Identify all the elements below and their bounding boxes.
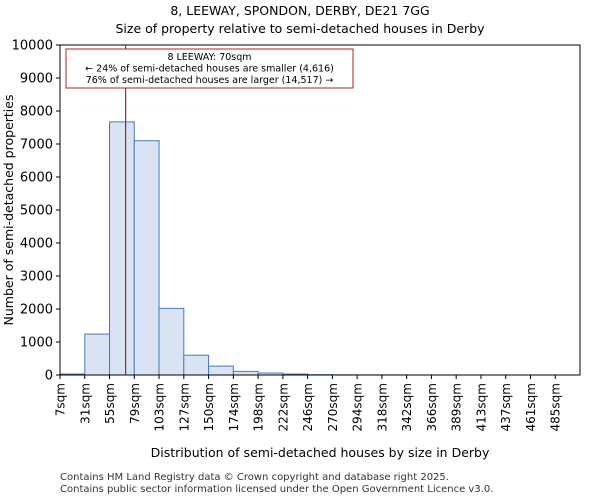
y-tick-label: 4000 <box>20 237 53 252</box>
y-tick-label: 0 <box>45 369 53 384</box>
x-tick-label: 198sqm <box>252 383 266 431</box>
y-tick-label: 6000 <box>20 171 53 186</box>
y-axis-label: Number of semi-detached properties <box>1 95 16 326</box>
annotation-box <box>65 48 354 89</box>
histogram-bar <box>133 140 160 376</box>
x-tick-label: 150sqm <box>202 383 216 431</box>
x-tick-label: 174sqm <box>227 383 241 431</box>
x-tick-label: 294sqm <box>351 383 365 431</box>
y-tick-label: 5000 <box>20 204 53 219</box>
annotation-smaller: ← 24% of semi-detached houses are smalle… <box>85 64 334 75</box>
x-tick-label: 222sqm <box>276 383 290 431</box>
x-tick-label: 79sqm <box>128 383 142 424</box>
y-tick-label: 8000 <box>20 105 53 120</box>
histogram-bar <box>109 121 135 376</box>
x-tick-label: 461sqm <box>524 383 538 431</box>
x-axis-label: Distribution of semi-detached houses by … <box>151 445 490 460</box>
x-tick-label: 246sqm <box>301 383 315 431</box>
chart-title: Size of property relative to semi-detach… <box>115 21 485 36</box>
y-tick-label: 1000 <box>20 336 53 351</box>
x-tick-label: 31sqm <box>78 383 92 424</box>
y-tick-label: 7000 <box>20 138 53 153</box>
y-tick-label: 10000 <box>12 39 53 54</box>
x-tick-label: 437sqm <box>499 383 513 431</box>
x-tick-label: 103sqm <box>153 383 167 431</box>
x-tick-label: 270sqm <box>326 383 340 431</box>
chart-title-address: 8, LEEWAY, SPONDON, DERBY, DE21 7GG <box>170 3 430 18</box>
x-tick-label: 389sqm <box>450 383 464 431</box>
footer-licence: Contains public sector information licen… <box>60 484 494 495</box>
histogram-bar <box>183 354 210 376</box>
x-tick-label: 366sqm <box>425 383 439 431</box>
annotation-title: 8 LEEWAY: 70sqm <box>167 52 251 63</box>
x-tick-label: 127sqm <box>177 383 191 431</box>
x-tick-label: 413sqm <box>474 383 488 431</box>
x-tick-label: 318sqm <box>375 383 389 431</box>
histogram-bar <box>232 370 259 376</box>
x-tick-label: 55sqm <box>103 383 117 424</box>
histogram-bar <box>208 365 234 376</box>
histogram-bar <box>84 333 111 376</box>
histogram-bar <box>158 307 185 376</box>
footer-copyright: Contains HM Land Registry data © Crown c… <box>60 472 449 483</box>
x-tick-label: 485sqm <box>549 383 563 431</box>
y-tick-label: 9000 <box>20 72 53 87</box>
x-tick-label: 7sqm <box>54 383 68 416</box>
y-tick-label: 3000 <box>20 270 53 285</box>
annotation-larger: 76% of semi-detached houses are larger (… <box>86 75 334 86</box>
x-tick-label: 342sqm <box>400 383 414 431</box>
y-tick-label: 2000 <box>20 303 53 318</box>
